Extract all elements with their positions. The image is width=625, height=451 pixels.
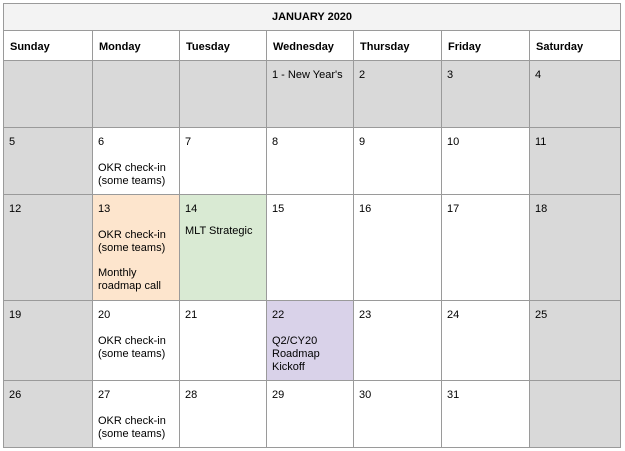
- day-cell[interactable]: 10: [442, 128, 530, 195]
- date-number: 24: [447, 309, 460, 321]
- date-number: 18: [535, 203, 548, 215]
- date-number: 27: [98, 389, 111, 401]
- day-cell[interactable]: 20 OKR check-in (some teams): [93, 301, 180, 381]
- calendar-grid: JANUARY 2020 Sunday Monday Tuesday Wednesda…: [3, 3, 621, 448]
- day-cell[interactable]: 21: [180, 301, 267, 381]
- day-cell[interactable]: 24: [442, 301, 530, 381]
- day-header-sunday: Sunday: [4, 31, 93, 61]
- date-number: 5: [9, 136, 16, 148]
- day-cell[interactable]: 31: [442, 381, 530, 447]
- date-number: 14: [185, 203, 198, 215]
- day-cell[interactable]: 1 - New Year's: [267, 61, 354, 128]
- day-cell[interactable]: 3: [442, 61, 530, 128]
- day-cell[interactable]: [4, 61, 93, 128]
- date-number: 2: [359, 69, 366, 81]
- date-number: 15: [272, 203, 285, 215]
- day-cell[interactable]: 15: [267, 195, 354, 301]
- date-number: 28: [185, 389, 198, 401]
- date-number: 1 - New Year's: [272, 69, 343, 81]
- calendar-event[interactable]: Q2/CY20 Roadmap Kickoff: [272, 335, 320, 373]
- date-number: 7: [185, 136, 192, 148]
- day-cell[interactable]: 6 OKR check-in (some teams): [93, 128, 180, 195]
- date-number: 21: [185, 309, 198, 321]
- day-cell[interactable]: [93, 61, 180, 128]
- date-number: 12: [9, 203, 22, 215]
- calendar-event[interactable]: Monthly roadmap call: [98, 267, 161, 292]
- date-number: 25: [535, 309, 548, 321]
- date-number: 16: [359, 203, 372, 215]
- day-header-monday: Monday: [93, 31, 180, 61]
- day-cell[interactable]: 5: [4, 128, 93, 195]
- day-cell[interactable]: 11: [530, 128, 620, 195]
- calendar-event[interactable]: OKR check-in (some teams): [98, 229, 166, 254]
- date-number: 6: [98, 136, 105, 148]
- day-cell[interactable]: [530, 381, 620, 447]
- day-cell[interactable]: 25: [530, 301, 620, 381]
- date-number: 22: [272, 309, 285, 321]
- calendar-event[interactable]: OKR check-in (some teams): [98, 415, 166, 440]
- day-cell[interactable]: 16: [354, 195, 442, 301]
- calendar-title: JANUARY 2020: [4, 4, 620, 31]
- date-number: 29: [272, 389, 285, 401]
- date-number: 20: [98, 309, 111, 321]
- date-number: 26: [9, 389, 22, 401]
- day-cell[interactable]: 9: [354, 128, 442, 195]
- day-cell[interactable]: 28: [180, 381, 267, 447]
- day-cell[interactable]: 27 OKR check-in (some teams): [93, 381, 180, 447]
- date-number: 11: [535, 136, 547, 148]
- date-number: 17: [447, 203, 460, 215]
- day-cell[interactable]: 17: [442, 195, 530, 301]
- day-cell[interactable]: 19: [4, 301, 93, 381]
- day-cell[interactable]: 18: [530, 195, 620, 301]
- day-cell[interactable]: 26: [4, 381, 93, 447]
- day-cell[interactable]: 13 OKR check-in (some teams) Monthly roadm…: [93, 195, 180, 301]
- day-header-wednesday: Wednesday: [267, 31, 354, 61]
- day-header-thursday: Thursday: [354, 31, 442, 61]
- date-number: 8: [272, 136, 279, 148]
- date-number: 9: [359, 136, 366, 148]
- date-number: 13: [98, 203, 111, 215]
- day-cell[interactable]: 2: [354, 61, 442, 128]
- day-cell[interactable]: 8: [267, 128, 354, 195]
- day-cell[interactable]: 7: [180, 128, 267, 195]
- calendar-event[interactable]: MLT Strategic: [185, 225, 253, 237]
- day-cell[interactable]: 4: [530, 61, 620, 128]
- calendar-event[interactable]: OKR check-in (some teams): [98, 162, 166, 187]
- day-header-saturday: Saturday: [530, 31, 620, 61]
- day-cell[interactable]: 14 MLT Strategic: [180, 195, 267, 301]
- date-number: 4: [535, 69, 542, 81]
- date-number: 10: [447, 136, 460, 148]
- day-cell[interactable]: 30: [354, 381, 442, 447]
- day-cell[interactable]: 22 Q2/CY20 Roadmap Kickoff: [267, 301, 354, 381]
- day-cell[interactable]: 23: [354, 301, 442, 381]
- day-cell[interactable]: [180, 61, 267, 128]
- date-number: 23: [359, 309, 372, 321]
- date-number: 19: [9, 309, 22, 321]
- date-number: 3: [447, 69, 454, 81]
- calendar-event[interactable]: OKR check-in (some teams): [98, 335, 166, 360]
- day-header-tuesday: Tuesday: [180, 31, 267, 61]
- date-number: 31: [447, 389, 460, 401]
- day-header-friday: Friday: [442, 31, 530, 61]
- date-number: 30: [359, 389, 372, 401]
- day-cell[interactable]: 29: [267, 381, 354, 447]
- day-cell[interactable]: 12: [4, 195, 93, 301]
